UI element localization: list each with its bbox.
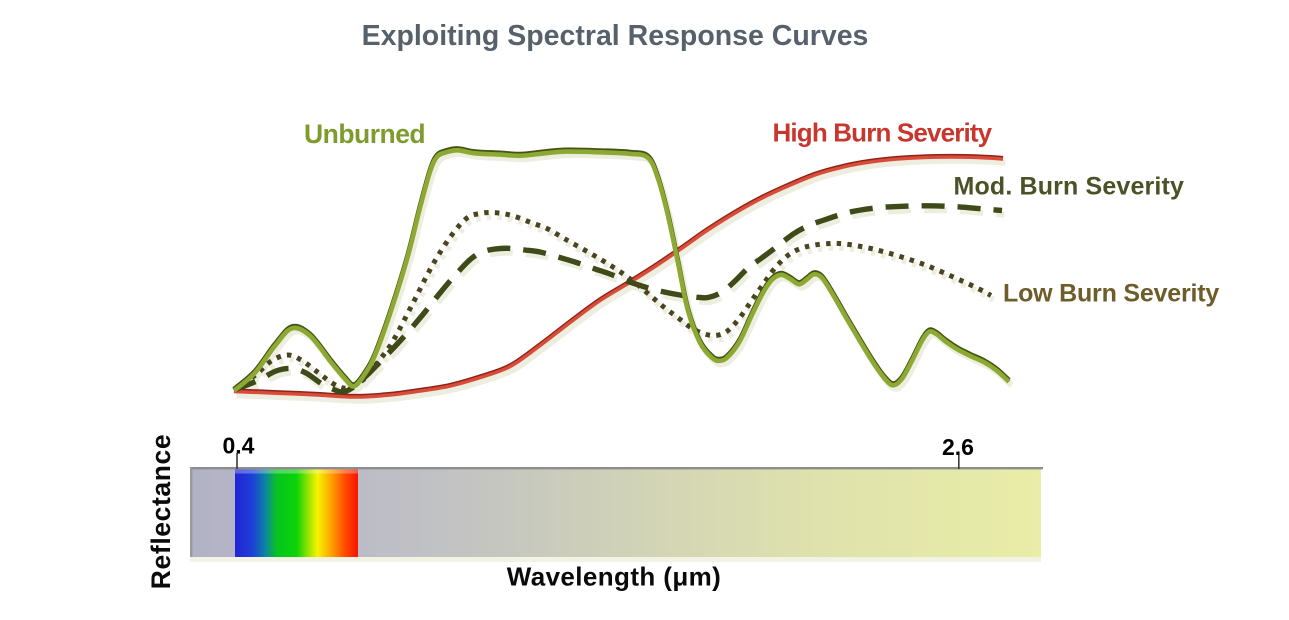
svg-text:High Burn Severity: High Burn Severity [773,118,993,148]
svg-text:Reflectance: Reflectance [146,434,176,589]
svg-text:Low Burn Severity: Low Burn Severity [1003,280,1219,308]
svg-text:0.4: 0.4 [223,433,255,459]
svg-text:Mod. Burn Severity: Mod. Burn Severity [954,172,1185,200]
svg-text:Unburned: Unburned [304,119,425,149]
svg-text:2.6: 2.6 [942,434,974,460]
svg-text:Wavelength (μm): Wavelength (μm) [507,562,722,592]
svg-text:Exploiting Spectral Response C: Exploiting Spectral Response Curves [362,20,869,52]
